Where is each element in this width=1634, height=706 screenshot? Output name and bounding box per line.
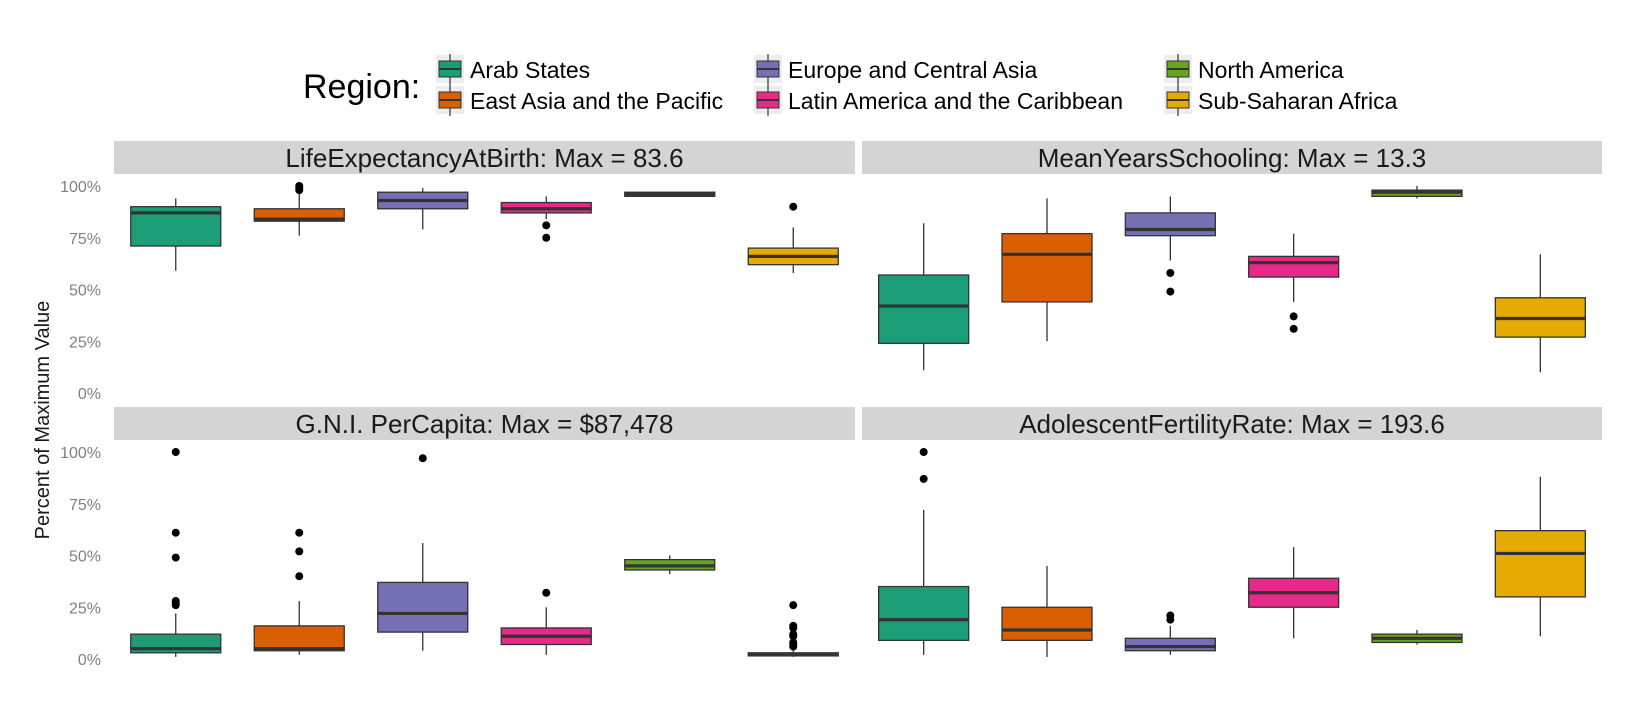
outlier-point [789, 202, 798, 211]
box-north-america [1371, 186, 1463, 199]
outlier-point [295, 547, 304, 556]
box-arab-states [130, 198, 222, 271]
y-axis-title: Percent of Maximum Value [32, 301, 54, 540]
y-tick-label: 100% [60, 445, 101, 462]
box-east-asia-and-the-pacific [1001, 198, 1093, 342]
box-iqr [1494, 530, 1586, 598]
panel-adolescentfertilityrate: AdolescentFertilityRate: Max = 193.6 [862, 407, 1602, 657]
outlier-point [171, 528, 180, 537]
y-tick-label: 50% [69, 549, 101, 566]
box-sub-saharan-africa [1494, 476, 1586, 637]
box-iqr [253, 625, 345, 652]
legend-item-north-america: North America [1164, 54, 1344, 85]
legend-item-arab-states: Arab States [436, 54, 590, 85]
outlier-point [1166, 615, 1175, 624]
panel-strip [114, 407, 855, 440]
box-iqr [1124, 637, 1216, 652]
outlier-point [542, 233, 551, 242]
legend-item-east-asia-and-the-pacific: East Asia and the Pacific [436, 85, 723, 116]
panel-strip [114, 141, 855, 174]
panel-title: LifeExpectancyAtBirth: Max = 83.6 [285, 143, 683, 173]
y-tick-label: 75% [69, 231, 101, 248]
box-north-america [624, 555, 716, 575]
outlier-point [789, 601, 798, 610]
box-iqr [1001, 232, 1093, 303]
y-tick-label: 75% [69, 497, 101, 514]
box-arab-states [130, 448, 222, 657]
outlier-point [789, 642, 798, 651]
y-tick-label: 25% [69, 600, 101, 617]
panel-title: AdolescentFertilityRate: Max = 193.6 [1019, 409, 1445, 439]
y-tick-label: 100% [60, 179, 101, 196]
outlier-point [542, 221, 551, 230]
box-iqr [878, 585, 970, 642]
box-east-asia-and-the-pacific [253, 182, 345, 236]
box-arab-states [878, 448, 970, 655]
panel-lifeexpectancyatbirth: LifeExpectancyAtBirth: Max = 83.6 0% 25% 50… [60, 141, 855, 403]
legend-label: Latin America and the Caribbean [788, 88, 1123, 114]
outlier-point [789, 623, 798, 632]
box-east-asia-and-the-pacific [253, 528, 345, 655]
outlier-point [295, 572, 304, 581]
box-europe-and-central-asia [1124, 196, 1216, 296]
box-sub-saharan-africa [747, 202, 839, 273]
outlier-point [1289, 324, 1298, 333]
box-europe-and-central-asia [377, 454, 469, 651]
box-latin-america-and-the-caribbean [500, 588, 592, 655]
legend: Region: Arab States East Asia and the Pac… [303, 54, 1398, 116]
panel-title: G.N.I. PerCapita: Max = $87,478 [296, 409, 674, 439]
box-latin-america-and-the-caribbean [500, 196, 592, 242]
outlier-point [418, 454, 427, 463]
box-iqr [1248, 255, 1340, 278]
panel-g-n-i-percapita: G.N.I. PerCapita: Max = $87,478 0% 25% 50% 7… [60, 407, 855, 669]
legend-item-europe-and-central-asia: Europe and Central Asia [754, 54, 1038, 85]
outlier-point [789, 632, 798, 641]
box-north-america [624, 191, 716, 198]
outlier-point [919, 474, 928, 483]
outlier-point [542, 588, 551, 597]
panel-meanyearsschooling: MeanYearsSchooling: Max = 13.3 [862, 141, 1602, 373]
legend-label: Arab States [470, 57, 590, 83]
y-tick-label: 25% [69, 334, 101, 351]
legend-title: Region: [303, 68, 420, 106]
box-latin-america-and-the-caribbean [1248, 547, 1340, 639]
panel-strip [862, 141, 1602, 174]
outlier-point [1166, 287, 1175, 296]
legend-label: Sub-Saharan Africa [1198, 88, 1398, 114]
box-north-america [1371, 630, 1463, 645]
box-east-asia-and-the-pacific [1001, 565, 1093, 657]
legend-label: East Asia and the Pacific [470, 88, 723, 114]
outlier-point [1166, 268, 1175, 277]
box-arab-states [878, 223, 970, 371]
box-iqr [377, 581, 469, 633]
box-sub-saharan-africa [1494, 254, 1586, 373]
outlier-point [171, 601, 180, 610]
y-tick-label: 50% [69, 283, 101, 300]
legend-label: North America [1198, 57, 1344, 83]
box-iqr [1124, 212, 1216, 237]
box-iqr [878, 274, 970, 344]
legend-item-sub-saharan-africa: Sub-Saharan Africa [1164, 85, 1398, 116]
box-iqr [1001, 606, 1093, 642]
outlier-point [919, 448, 928, 456]
y-tick-label: 0% [78, 652, 101, 669]
panel-title: MeanYearsSchooling: Max = 13.3 [1038, 143, 1427, 173]
y-tick-label: 0% [78, 386, 101, 403]
panel-strip [862, 407, 1602, 440]
outlier-point [295, 528, 304, 537]
legend-label: Europe and Central Asia [788, 57, 1038, 83]
outlier-point [1289, 312, 1298, 321]
outlier-point [171, 553, 180, 562]
box-sub-saharan-africa [747, 601, 839, 657]
legend-item-latin-america-and-the-caribbean: Latin America and the Caribbean [754, 85, 1123, 116]
box-europe-and-central-asia [1124, 611, 1216, 655]
box-europe-and-central-asia [377, 188, 469, 230]
box-latin-america-and-the-caribbean [1248, 233, 1340, 333]
outlier-point [171, 448, 180, 456]
outlier-point [295, 182, 304, 190]
